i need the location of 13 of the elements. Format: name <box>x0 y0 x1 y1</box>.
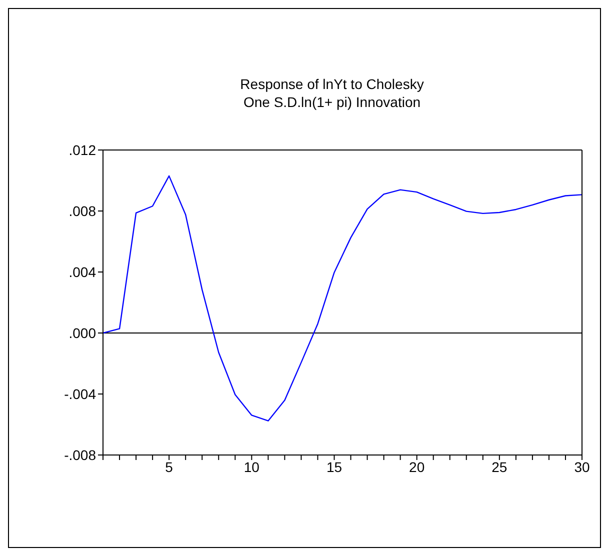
x-tick-label: 15 <box>326 458 342 475</box>
x-tick-label: 5 <box>165 458 174 475</box>
x-tick-label: 10 <box>244 458 260 475</box>
x-tick-label: 20 <box>409 458 425 475</box>
y-tick-label: -.008 <box>64 446 96 463</box>
x-tick-label: 25 <box>492 458 508 475</box>
y-tick-label: .000 <box>68 324 96 341</box>
y-tick-label: .012 <box>68 142 96 158</box>
x-tick-label: 30 <box>574 458 590 475</box>
y-tick-label: .008 <box>68 202 96 219</box>
y-tick-label: -.004 <box>64 386 96 402</box>
y-tick-label: .004 <box>68 264 96 280</box>
chart-title: Response of lnYt to Cholesky One S.D.ln(1+ pi) Innovation <box>240 76 424 110</box>
